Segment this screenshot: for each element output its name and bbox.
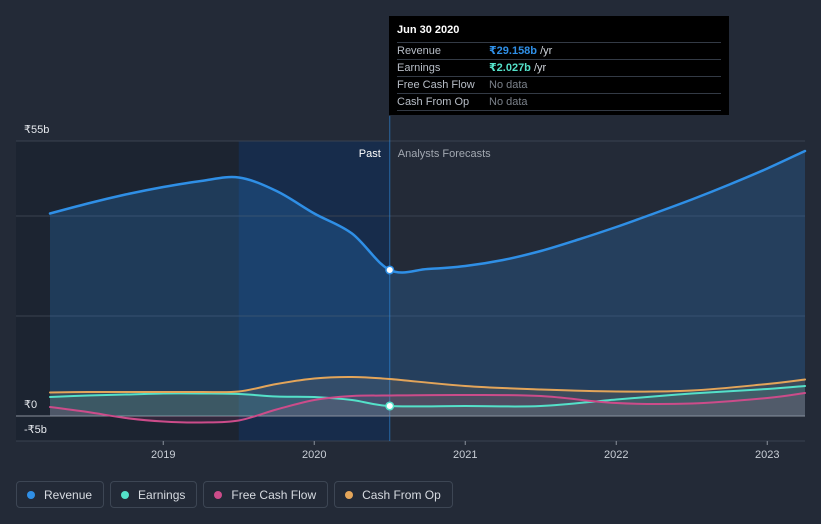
series-area-free-cash-flow: [50, 393, 805, 423]
tooltip-value: ₹2.027b: [489, 62, 531, 74]
tooltip-date: Jun 30 2020: [397, 24, 460, 36]
legend-label: Free Cash Flow: [231, 487, 317, 502]
legend-dot-icon: [345, 490, 354, 499]
past-label: Past: [359, 148, 381, 160]
tooltip-row-earnings: Earnings ₹2.027b /yr: [397, 59, 721, 76]
legend-dot-icon: [121, 490, 130, 499]
legend-item-free-cash-flow[interactable]: Free Cash Flow: [203, 481, 329, 508]
series-area-revenue: [50, 151, 805, 416]
series-line-revenue: [48, 149, 807, 274]
legend-item-earnings[interactable]: Earnings: [110, 481, 198, 508]
x-tick-label: 2020: [302, 449, 326, 461]
x-tick-label: 2023: [755, 449, 779, 461]
x-tick-label: 2022: [604, 449, 628, 461]
series-area-earnings: [50, 386, 805, 416]
tooltip-row-revenue: Revenue ₹29.158b /yr: [397, 42, 721, 59]
tooltip-unit: /yr: [537, 45, 553, 57]
highlight-region: [238, 141, 390, 441]
legend-label: Revenue: [44, 487, 93, 502]
x-tick-label: 2021: [453, 449, 477, 461]
tooltip-value: No data: [489, 96, 528, 108]
y-tick-label: -₹5b: [24, 424, 47, 436]
tooltip-unit: /yr: [530, 62, 547, 74]
tooltip-label: Free Cash Flow: [397, 79, 475, 91]
series-line-cash-from-op: [49, 375, 806, 394]
legend-label: Cash From Op: [362, 487, 441, 502]
legend-item-cash-from-op[interactable]: Cash From Op: [334, 481, 453, 508]
tooltip-value: ₹29.158b: [489, 45, 538, 57]
series-line-free-cash-flow: [49, 392, 806, 424]
legend-dot-icon: [27, 490, 35, 499]
tooltip-label: Earnings: [397, 62, 441, 74]
legend: Revenue Earnings Free Cash Flow Cash Fro…: [16, 481, 453, 508]
tooltip-row-cfo: Cash From Op No data: [397, 93, 721, 111]
tooltip: Jun 30 2020 Revenue ₹29.158b /yr Earning…: [389, 16, 729, 115]
y-tick-label: ₹0: [24, 399, 37, 411]
x-tick-label: 2019: [151, 449, 175, 461]
legend-item-revenue[interactable]: Revenue: [16, 481, 105, 508]
series-line-earnings: [49, 385, 806, 408]
series-marker-revenue: [385, 265, 395, 275]
forecast-label: Analysts Forecasts: [398, 148, 491, 160]
series-area-cash-from-op: [50, 376, 805, 416]
legend-dot-icon: [214, 490, 223, 499]
series-marker-earnings: [385, 401, 395, 411]
tooltip-value: No data: [489, 79, 528, 91]
legend-label: Earnings: [138, 487, 186, 502]
tooltip-label: Revenue: [397, 45, 442, 57]
tooltip-label: Cash From Op: [397, 96, 470, 108]
tooltip-row-fcf: Free Cash Flow No data: [397, 76, 721, 93]
y-tick-label: ₹55b: [24, 124, 49, 136]
